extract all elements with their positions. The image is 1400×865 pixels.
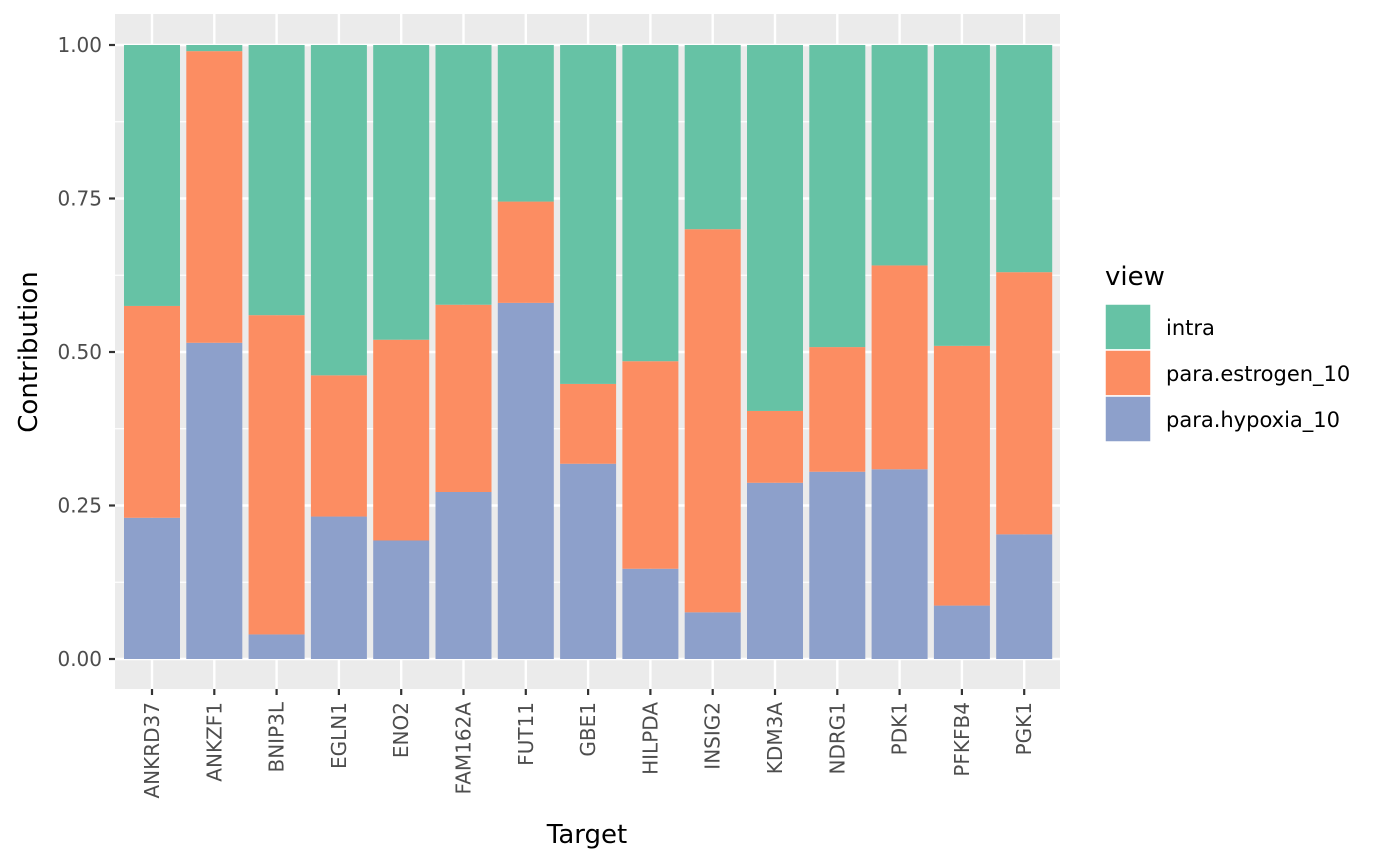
bar-segment-intra bbox=[560, 45, 617, 384]
bar-segment-para-estrogen-10 bbox=[684, 229, 741, 613]
x-tick-label: FAM162A bbox=[452, 702, 476, 795]
bar-segment-para-estrogen-10 bbox=[373, 339, 430, 541]
bar-segment-para-hypoxia-10 bbox=[996, 534, 1053, 659]
x-tick-label: ENO2 bbox=[389, 702, 413, 758]
bar-segment-intra bbox=[435, 45, 492, 305]
y-tick-label: 0.25 bbox=[57, 494, 102, 518]
legend-label: para.hypoxia_10 bbox=[1166, 408, 1340, 433]
y-tick-label: 0.00 bbox=[57, 647, 102, 671]
y-tick-label: 1.00 bbox=[57, 33, 102, 57]
y-axis: 0.00 0.25 0.50 0.75 1.00 bbox=[57, 33, 115, 671]
bar-segment-intra bbox=[933, 45, 990, 346]
bar-segment-intra bbox=[373, 45, 430, 340]
bar-segment-para-hypoxia-10 bbox=[186, 342, 243, 659]
bar-segment-para-estrogen-10 bbox=[310, 375, 367, 517]
bar-segment-para-estrogen-10 bbox=[124, 305, 180, 518]
bar-segment-para-hypoxia-10 bbox=[747, 482, 803, 659]
bar-segment-intra bbox=[809, 45, 866, 348]
y-tick-label: 0.50 bbox=[57, 340, 102, 364]
legend-key bbox=[1104, 395, 1152, 443]
legend-label: para.estrogen_10 bbox=[1166, 362, 1350, 387]
bar-segment-para-estrogen-10 bbox=[497, 201, 554, 303]
x-tick-label: GBE1 bbox=[576, 702, 600, 757]
legend: view intra para.estrogen_10 para.hypoxia_1… bbox=[1104, 262, 1350, 443]
bar-segment-para-hypoxia-10 bbox=[933, 605, 990, 659]
bar-segment-intra bbox=[684, 45, 741, 230]
bar-segment-intra bbox=[124, 45, 180, 306]
bar-segment-intra bbox=[871, 45, 928, 266]
bar-segment-intra bbox=[186, 45, 243, 52]
legend-key bbox=[1104, 303, 1152, 351]
bar-segment-intra bbox=[622, 45, 679, 362]
x-tick-label: ANKRD37 bbox=[140, 702, 164, 799]
bar-segment-para-hypoxia-10 bbox=[124, 517, 180, 659]
x-tick-label: PFKFB4 bbox=[950, 702, 974, 777]
bar-segment-para-hypoxia-10 bbox=[871, 469, 928, 659]
bar-segment-para-estrogen-10 bbox=[809, 347, 866, 472]
x-tick-label: ANKZF1 bbox=[202, 702, 226, 782]
x-tick-label: PDK1 bbox=[888, 702, 912, 755]
bar-segment-para-hypoxia-10 bbox=[248, 634, 305, 659]
x-tick-label: PGK1 bbox=[1012, 702, 1036, 755]
bar-segment-para-hypoxia-10 bbox=[373, 540, 430, 659]
bar-segment-para-estrogen-10 bbox=[435, 304, 492, 492]
x-tick-label: BNIP3L bbox=[265, 701, 289, 772]
bar-segment-intra bbox=[747, 45, 803, 411]
bar-segment-para-hypoxia-10 bbox=[622, 568, 679, 659]
x-tick-label: KDM3A bbox=[763, 702, 787, 774]
bar-segment-para-estrogen-10 bbox=[871, 265, 928, 470]
y-tick-label: 0.75 bbox=[57, 187, 102, 211]
x-tick-label: EGLN1 bbox=[327, 702, 351, 769]
bar-segment-para-hypoxia-10 bbox=[809, 471, 866, 659]
x-tick-label: FUT11 bbox=[514, 702, 538, 766]
bar-segment-intra bbox=[996, 45, 1053, 273]
legend-label: intra bbox=[1166, 316, 1215, 340]
bar-segment-intra bbox=[248, 45, 305, 316]
y-axis-title: Contribution bbox=[14, 271, 44, 432]
bar-segment-para-hypoxia-10 bbox=[497, 302, 554, 659]
legend-key bbox=[1104, 349, 1152, 397]
bar-segment-para-estrogen-10 bbox=[996, 272, 1053, 535]
bar-segment-para-estrogen-10 bbox=[622, 361, 679, 569]
bar-segment-para-hypoxia-10 bbox=[560, 463, 617, 659]
x-axis: ANKRD37 ANKZF1 BNIP3L EGLN1 ENO2 FAM162A FUT11… bbox=[140, 689, 1036, 799]
bar-segment-para-estrogen-10 bbox=[186, 51, 243, 343]
bar-segment-para-estrogen-10 bbox=[248, 315, 305, 635]
bar-segment-para-estrogen-10 bbox=[560, 383, 617, 464]
bars bbox=[124, 45, 1053, 659]
bar-segment-para-estrogen-10 bbox=[747, 410, 803, 483]
bar-segment-intra bbox=[310, 45, 367, 376]
bar-segment-para-estrogen-10 bbox=[933, 345, 990, 606]
bar-segment-para-hypoxia-10 bbox=[684, 612, 741, 659]
bar-segment-para-hypoxia-10 bbox=[310, 516, 367, 659]
x-tick-label: NDRG1 bbox=[825, 702, 849, 774]
x-axis-title: Target bbox=[546, 820, 627, 850]
legend-title: view bbox=[1105, 262, 1165, 292]
x-tick-label: INSIG2 bbox=[701, 702, 725, 770]
bar-segment-para-hypoxia-10 bbox=[435, 491, 492, 659]
bar-segment-intra bbox=[497, 45, 554, 202]
x-tick-label: HILPDA bbox=[638, 702, 662, 775]
